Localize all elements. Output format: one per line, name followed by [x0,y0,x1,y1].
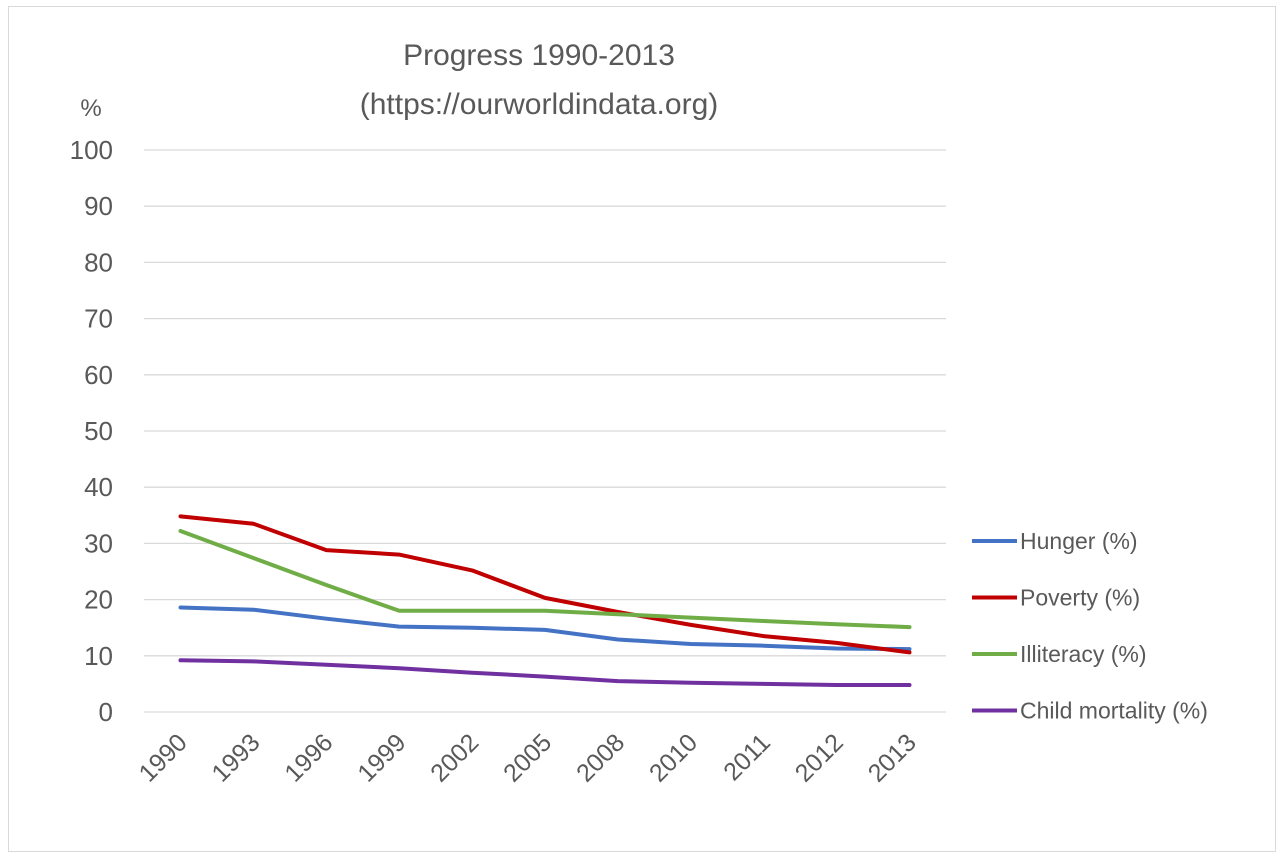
y-tick-label: 10 [84,641,113,671]
y-tick-label: 70 [84,304,113,334]
x-tick-label: 1990 [134,728,193,787]
legend-label-illiteracy: Illiteracy (%) [1020,641,1147,667]
legend-label-poverty: Poverty (%) [1020,585,1140,611]
y-tick-label: 90 [84,191,113,221]
x-tick-label: 2005 [498,728,557,787]
chart-subtitle: (https://ourworldindata.org) [360,88,719,121]
y-tick-label: 100 [70,135,113,165]
y-tick-label: 0 [99,697,113,727]
chart-title: Progress 1990-2013 [403,39,675,72]
y-tick-label: 60 [84,360,113,390]
x-tick-label: 2010 [644,728,703,787]
x-tick-label: 2012 [790,728,849,787]
x-tick-label: 2011 [718,728,776,786]
chart-frame: Progress 1990-2013 (https://ourworldinda… [8,6,1276,852]
legend: Hunger (%) Poverty (%) Illiteracy (%) Child… [972,528,1208,724]
series-line-child-mortality [178,658,912,687]
line-chart: Progress 1990-2013 (https://ourworldinda… [70,39,1208,788]
series-line-illiteracy [178,529,912,630]
x-tick-label: 2008 [571,728,630,787]
series-lines [178,514,912,687]
y-tick-label: 80 [84,247,113,277]
y-axis-unit-label: % [80,95,101,122]
y-axis-ticks: 0 10 20 30 40 50 60 70 80 90 100 [70,135,113,727]
x-tick-label: 1996 [279,728,338,787]
x-tick-label: 2002 [425,728,484,787]
x-tick-label: 1993 [206,728,265,787]
x-axis-ticks: 1990 1993 1996 1999 2002 2005 2008 2010 2011 2012… [134,728,922,787]
y-tick-label: 40 [84,472,113,502]
x-tick-label: 2013 [863,728,922,787]
y-tick-label: 30 [84,528,113,558]
series-line-poverty [178,514,912,655]
gridlines [144,149,946,713]
y-tick-label: 20 [84,585,113,615]
series-line-hunger [178,605,912,652]
y-tick-label: 50 [84,416,113,446]
legend-label-child-mortality: Child mortality (%) [1020,698,1208,724]
x-tick-label: 1999 [352,728,411,787]
legend-label-hunger: Hunger (%) [1020,528,1138,554]
